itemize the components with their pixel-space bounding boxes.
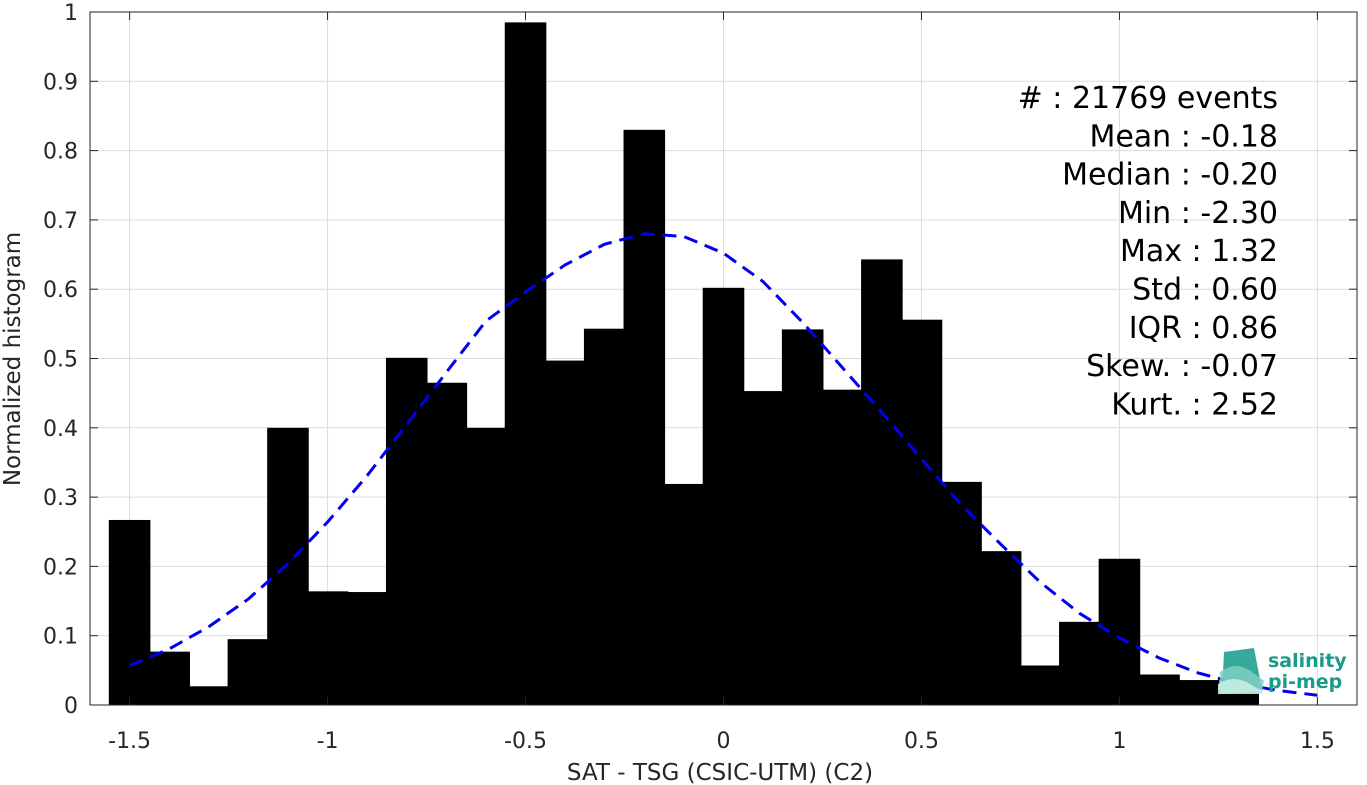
histogram-bar	[979, 551, 1022, 705]
histogram-bar	[940, 481, 982, 705]
x-tick-label: 1	[1112, 729, 1126, 754]
wave-logo-icon	[1218, 648, 1265, 694]
salinity-pi-mep-logo: salinity pi-mep	[1218, 648, 1347, 694]
y-tick-label: 0.1	[43, 625, 78, 650]
histogram-bar	[346, 592, 388, 705]
histogram-bar	[425, 382, 468, 705]
y-tick-label: 0.8	[43, 140, 78, 165]
histogram-bar	[742, 391, 784, 705]
histogram-bar	[781, 329, 824, 705]
histogram-bar	[583, 328, 626, 705]
histogram-bar	[465, 427, 507, 705]
histogram-bar	[623, 129, 666, 705]
y-tick-label: 1	[64, 1, 78, 26]
histogram-bar	[148, 651, 190, 705]
histogram-bar	[1098, 558, 1141, 705]
y-tick-label: 0.7	[43, 209, 78, 234]
histogram-bar	[1177, 680, 1220, 705]
stat-line: Max : 1.32	[1120, 234, 1278, 269]
histogram-bar	[900, 319, 943, 705]
histogram-bar	[227, 639, 270, 705]
stat-line: # : 21769 events	[1018, 81, 1278, 116]
logo-line2: pi-mep	[1268, 671, 1342, 693]
histogram-bar	[108, 519, 151, 705]
stat-line: Std : 0.60	[1132, 273, 1278, 308]
histogram-bar	[187, 686, 230, 705]
histogram-bar	[1019, 665, 1062, 705]
fit-curve	[129, 232, 1318, 697]
stat-line: Kurt. : 2.52	[1111, 387, 1278, 422]
histogram-bar	[385, 357, 428, 705]
histogram-bar	[544, 360, 586, 705]
stat-line: Skew. : -0.07	[1086, 349, 1278, 384]
histogram-bar	[861, 259, 903, 705]
x-tick-label: 0	[717, 729, 731, 754]
x-tick-label: -1	[317, 729, 339, 754]
y-tick-label: 0.9	[43, 70, 78, 95]
stat-line: Median : -0.20	[1062, 158, 1278, 193]
histogram-bar	[306, 591, 349, 705]
histogram-bar	[267, 427, 309, 705]
y-tick-label: 0	[64, 694, 78, 719]
x-tick-label: 0.5	[904, 729, 939, 754]
y-tick-label: 0.2	[43, 555, 78, 580]
histogram-bar	[821, 389, 864, 705]
y-tick-label: 0.6	[43, 278, 78, 303]
y-tick-label: 0.3	[43, 486, 78, 511]
y-axis-ticks: 0 0.1 0.2 0.3 0.4 0.5 0.6 0.7 0.8 0.9 1	[43, 1, 1357, 719]
x-tick-label: -0.5	[504, 729, 547, 754]
x-tick-label: -1.5	[108, 729, 151, 754]
y-tick-label: 0.4	[43, 417, 78, 442]
histogram-bar	[1059, 621, 1101, 705]
logo-line1: salinity	[1268, 650, 1347, 672]
x-axis-label: SAT - TSG (CSIC-UTM) (C2)	[567, 760, 873, 785]
stat-line: IQR : 0.86	[1129, 311, 1278, 346]
bars	[108, 22, 1260, 705]
histogram-bar	[663, 483, 705, 705]
stat-line: Min : -2.30	[1118, 196, 1278, 231]
x-tick-label: 1.5	[1300, 729, 1335, 754]
stat-line: Mean : -0.18	[1089, 119, 1278, 154]
histogram-bar	[504, 22, 547, 705]
histogram-bar	[702, 287, 745, 705]
x-axis-ticks: -1.5 -1 -0.5 0 0.5 1 1.5	[108, 12, 1335, 754]
histogram-bar	[1138, 674, 1180, 705]
y-axis-label: Normalized histogram	[0, 232, 26, 486]
y-tick-label: 0.5	[43, 348, 78, 373]
